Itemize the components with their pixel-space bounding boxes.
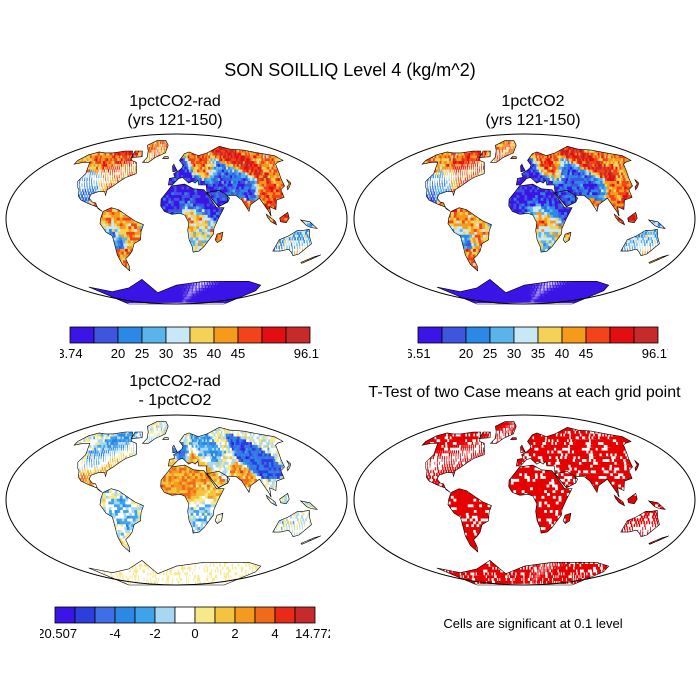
colorbar-box (285, 326, 311, 344)
colorbar-box (165, 326, 191, 344)
colorbar-box (465, 326, 491, 344)
colorbar-box (141, 326, 167, 344)
colorbar-tick-label: 0 (191, 626, 198, 641)
colorbar-box (74, 606, 96, 624)
colorbar-box (513, 326, 539, 344)
heatmap-cells (74, 421, 321, 584)
panel2-title-line1: 1pctCO2 (383, 92, 683, 111)
colorbar-tick-label: 30 (159, 346, 173, 361)
colorbar-box (94, 606, 116, 624)
colorbar-box (134, 606, 156, 624)
colorbar-tick-label: 45 (231, 346, 245, 361)
colorbar-box (537, 326, 563, 344)
colorbar-box (194, 606, 216, 624)
panel2-colorbar: 6.51 20 25 30 35 40 45 96.17 (408, 326, 668, 361)
panel3-title: 1pctCO2-rad - 1pctCO2 (25, 372, 325, 410)
colorbar-tick-label: 14.772 (295, 626, 330, 641)
panel2-title-line2: (yrs 121-150) (383, 111, 683, 130)
coastlines (73, 140, 321, 305)
coastlines (421, 421, 669, 586)
colorbar-box (294, 606, 316, 624)
colorbar-tick-label: 20 (111, 346, 125, 361)
colorbar-tick-label: 35 (183, 346, 197, 361)
panel3-colorbar: -20.507 -4 -2 0 2 4 14.772 (40, 606, 330, 641)
panel3-title-line2: - 1pctCO2 (25, 391, 325, 410)
colorbar-box (441, 326, 467, 344)
map-border (5, 133, 348, 305)
panel1-title-line2: (yrs 121-150) (25, 111, 325, 130)
panel3-map (5, 414, 348, 586)
colorbar-tick-label: -20.507 (40, 626, 77, 641)
heatmap-cells (74, 140, 321, 303)
colorbar-tick-label: 3.74 (60, 346, 83, 361)
colorbar-tick-label: 35 (531, 346, 545, 361)
colorbar-tick-label: -4 (109, 626, 121, 641)
colorbar-box (234, 606, 256, 624)
colorbar-box (261, 326, 287, 344)
colorbar-box (254, 606, 276, 624)
colorbar-box (633, 326, 659, 344)
colorbar-tick-label: 96.17 (294, 346, 320, 361)
colorbar-tick-label: -2 (149, 626, 161, 641)
panel1-colorbar: 3.74 20 25 30 35 40 45 96.17 (60, 326, 320, 361)
map-border (353, 133, 696, 305)
colorbar-box (69, 326, 95, 344)
colorbar-box (114, 606, 136, 624)
colorbar-box (237, 326, 263, 344)
colorbar-tick-label: 6.51 (408, 346, 431, 361)
colorbar-box (154, 606, 176, 624)
colorbar-tick-label: 96.17 (642, 346, 668, 361)
colorbar-tick-label: 4 (271, 626, 278, 641)
heatmap-cells (422, 140, 669, 303)
colorbar-box (274, 606, 296, 624)
colorbar-box (561, 326, 587, 344)
colorbar-box (585, 326, 611, 344)
map-border (353, 414, 696, 586)
colorbar-tick-label: 25 (135, 346, 149, 361)
colorbar-box (214, 606, 236, 624)
panel4-map (353, 414, 696, 586)
colorbar-tick-label: 40 (555, 346, 569, 361)
panel4-title: T-Test of two Case means at each grid po… (353, 383, 696, 402)
panel1-title-line1: 1pctCO2-rad (25, 92, 325, 111)
colorbar-box (93, 326, 119, 344)
significance-note: Cells are significant at 0.1 level (373, 616, 693, 631)
panel1-title: 1pctCO2-rad (yrs 121-150) (25, 92, 325, 130)
colorbar-box (489, 326, 515, 344)
colorbar-tick-label: 45 (579, 346, 593, 361)
colorbar-box (174, 606, 196, 624)
colorbar-box (213, 326, 239, 344)
colorbar-tick-label: 25 (483, 346, 497, 361)
panel1-map (5, 133, 348, 305)
coastlines (421, 140, 669, 305)
colorbar-box (189, 326, 215, 344)
colorbar-box (417, 326, 443, 344)
figure-title: SON SOILLIQ Level 4 (kg/m^2) (0, 60, 700, 81)
colorbar-box (117, 326, 143, 344)
colorbar-box (54, 606, 76, 624)
coastlines (73, 421, 321, 586)
heatmap-cells (422, 421, 669, 584)
map-border (5, 414, 348, 586)
panel3-title-line1: 1pctCO2-rad (25, 372, 325, 391)
colorbar-tick-label: 20 (459, 346, 473, 361)
panel2-map (353, 133, 696, 305)
colorbar-box (609, 326, 635, 344)
colorbar-tick-label: 2 (231, 626, 238, 641)
panel2-title: 1pctCO2 (yrs 121-150) (383, 92, 683, 130)
colorbar-tick-label: 30 (507, 346, 521, 361)
colorbar-tick-label: 40 (207, 346, 221, 361)
